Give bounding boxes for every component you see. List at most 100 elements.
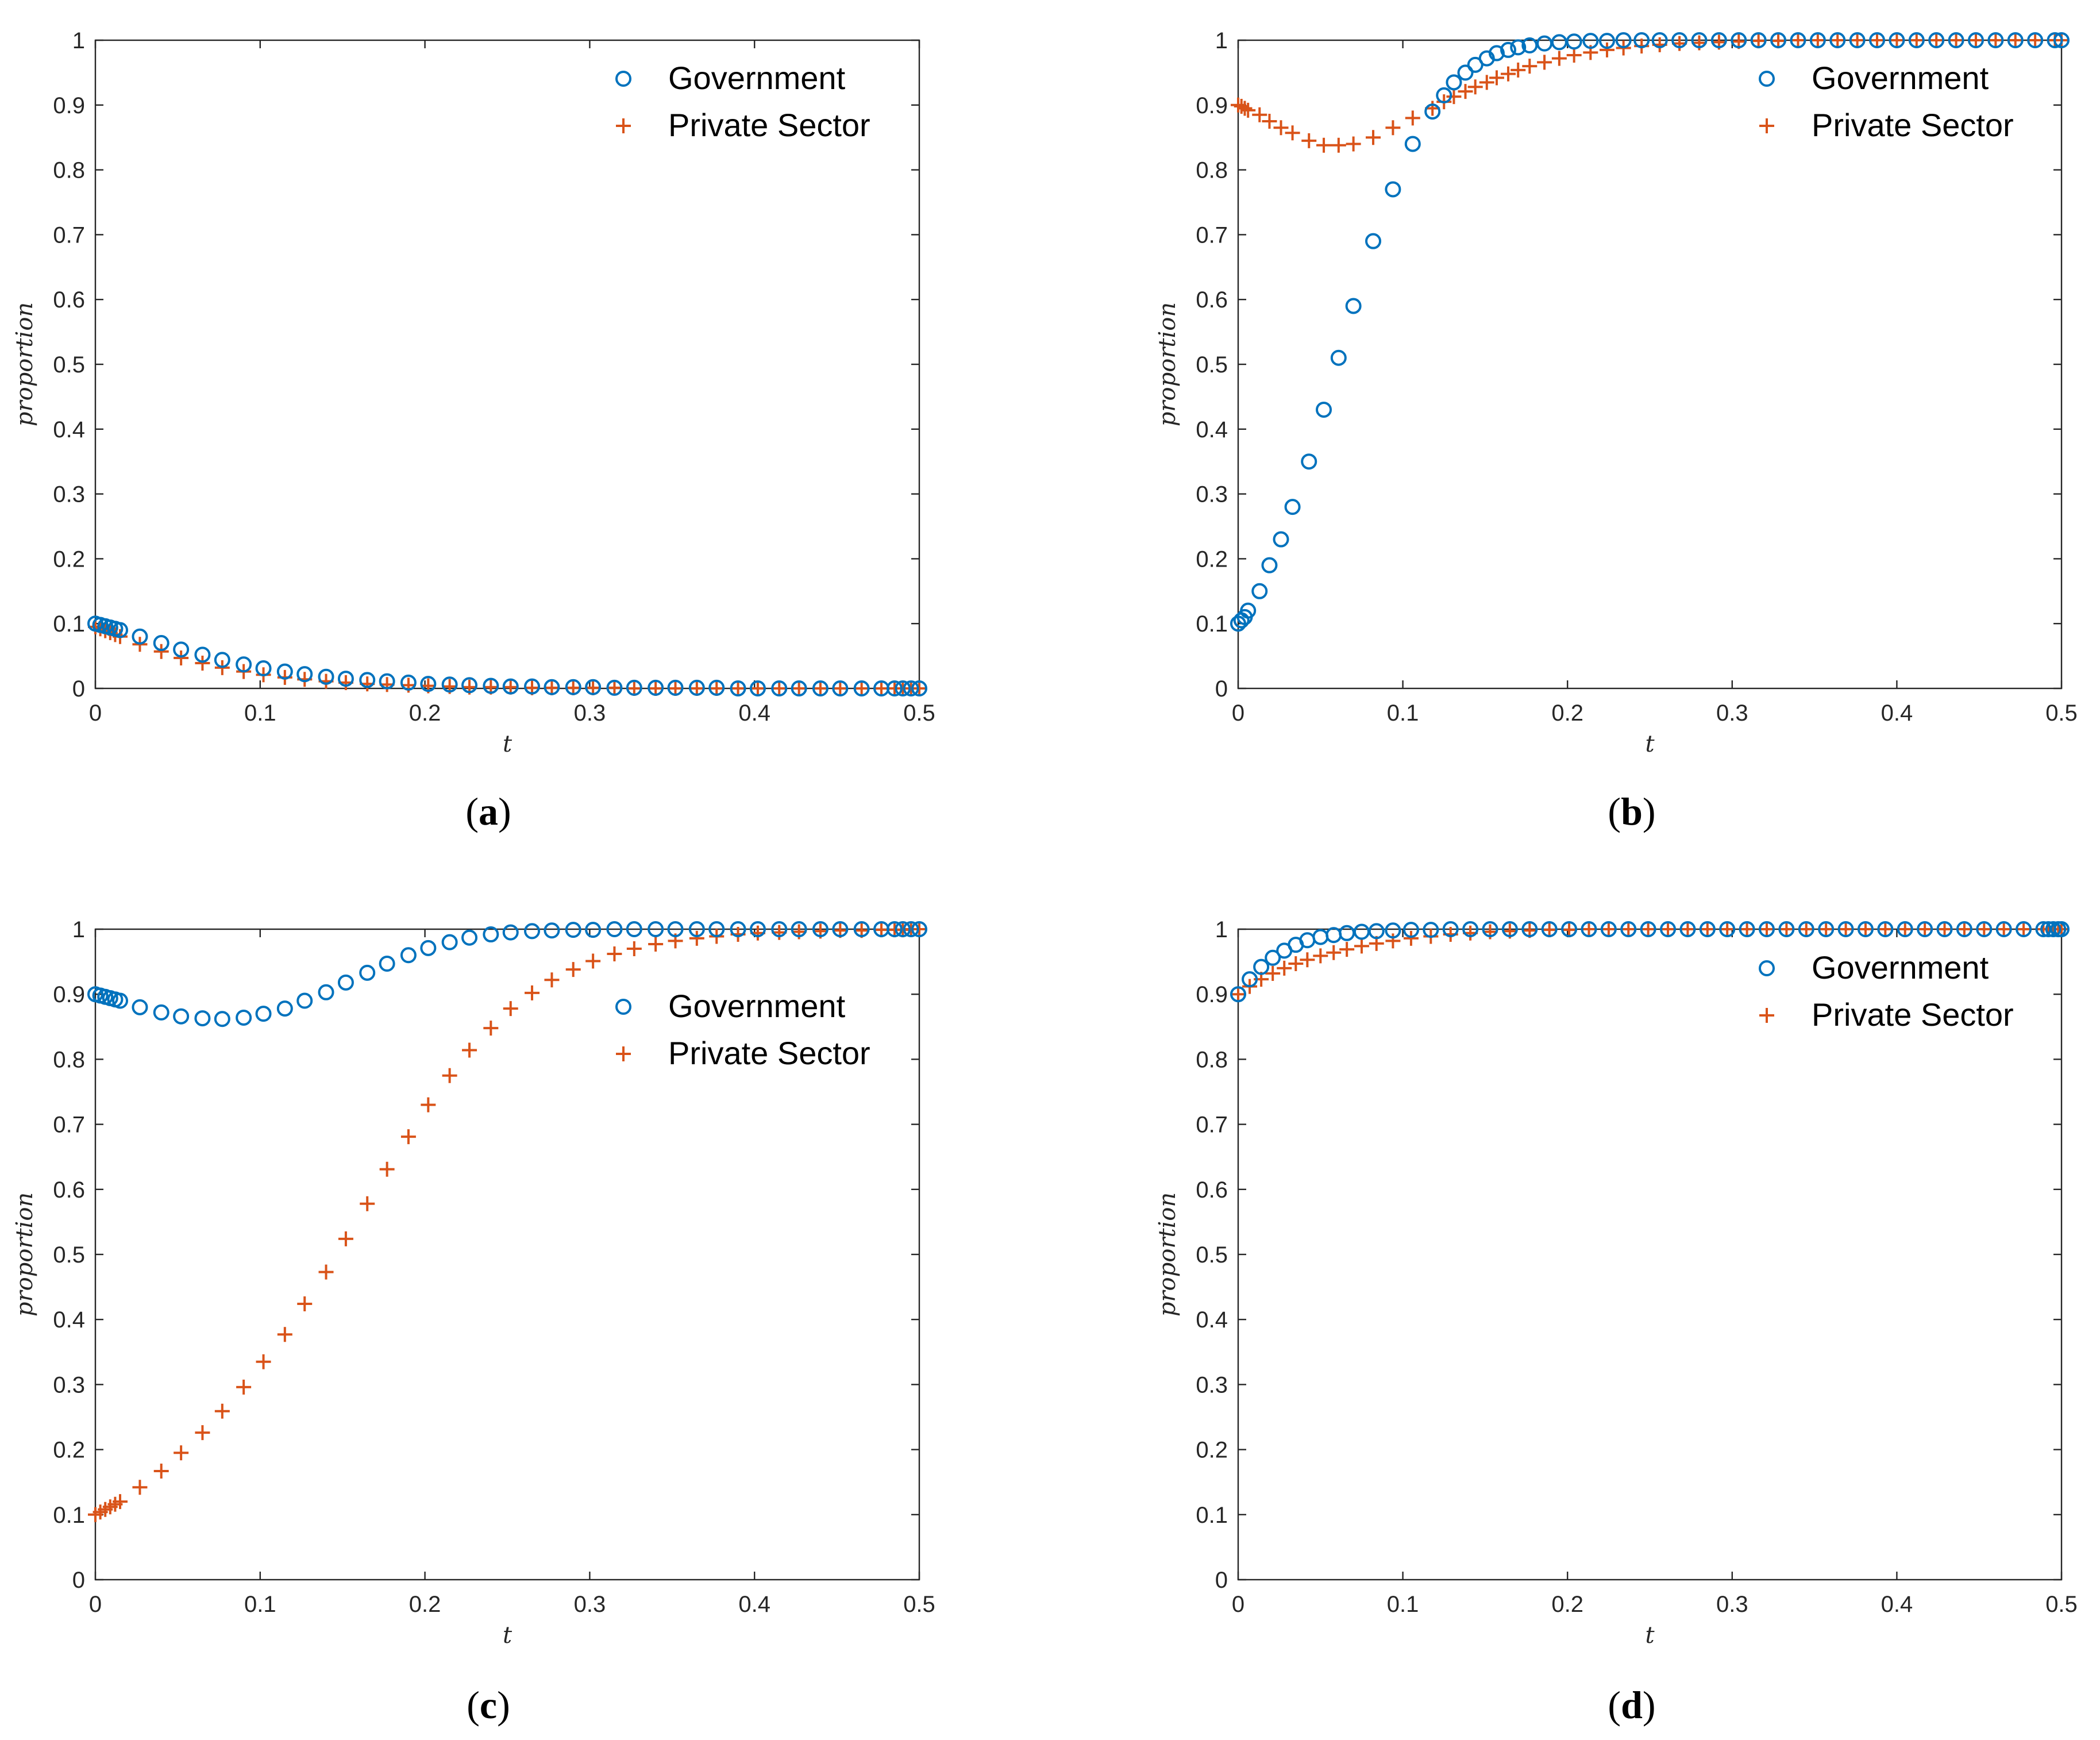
government-point [886,680,903,696]
chart-panel-b: 0 0.1 0.2 0.3 0.4 0.5 0.6 0.7 0.8 0.9 1 0 0.1 0.2 0.3 0… [1154,28,2078,757]
y-tick-label: 0 [72,1568,85,1593]
y-tick-label: 0.4 [53,417,85,442]
x-tick-label: 0.2 [1551,1592,1583,1617]
private-sector-point [1277,960,1292,976]
x-tick-label: 0.1 [1387,1592,1419,1617]
x-tick-label: 0.5 [903,700,935,726]
private-sector-point [585,953,601,969]
private-sector-point [689,930,704,946]
x-tick-label: 0.3 [1716,700,1748,726]
legend: Government Private Sector [615,60,870,143]
government-point [1541,921,1558,937]
government-point [1818,921,1835,937]
government-point [667,679,684,696]
government-point [1877,921,1894,937]
private-sector-point [1798,922,1814,937]
government-point [1758,921,1775,937]
private-sector-point [1326,945,1342,960]
private-sector-point [1252,107,1267,122]
government-point [1948,32,1964,48]
government-point [1849,32,1866,48]
government-point [524,678,541,695]
government-point [296,992,313,1009]
government-point [585,922,602,938]
y-tick-label: 0.9 [53,982,85,1007]
government-point [832,921,849,937]
government-point [1809,32,1826,48]
private-sector-series [88,922,927,1522]
government-point [2047,32,2063,48]
private-sector-point [912,922,927,937]
private-sector-point [1231,97,1246,113]
private-sector-point [1988,33,2003,48]
government-point [1790,32,1806,48]
private-sector-point [1288,956,1304,971]
private-sector-point [1948,33,1964,48]
y-tick-label: 0.2 [53,1438,85,1463]
government-point [1536,35,1553,52]
government-point [1566,33,1582,50]
private-sector-point [668,681,683,696]
private-sector-point [1917,922,1933,937]
government-point [606,921,623,937]
private-sector-point [1929,33,1944,48]
private-sector-point [2028,33,2043,48]
panel-label-close-paren: ) [498,790,511,833]
private-sector-point [626,941,642,956]
private-sector-point [1601,922,1616,937]
private-sector-point [1346,136,1361,152]
government-point [1770,32,1787,48]
government-point [132,628,148,645]
government-point [1500,41,1517,58]
private-sector-point [462,1042,477,1058]
private-sector-point [1339,942,1355,957]
private-sector-point [1316,137,1332,153]
private-sector-point [503,1001,518,1017]
legend-entry-label: Government [668,988,846,1024]
private-sector-point [1479,75,1494,90]
government-point [483,677,499,694]
private-sector-point [1240,102,1256,118]
private-sector-point [1566,47,1582,63]
y-tick-label: 1 [1215,28,1228,53]
government-point [853,680,870,696]
government-point [1482,921,1498,937]
private-sector-point [1779,922,1794,937]
government-point [1987,32,2004,48]
government-point [1600,921,1617,937]
private-sector-point [1680,922,1696,937]
government-point [1301,453,1317,470]
legend-entry-label: Private Sector [668,1035,870,1071]
y-tick-label: 0.7 [53,1112,85,1138]
government-point [1365,233,1382,249]
private-sector-point [1562,922,1577,938]
government-point [502,924,519,941]
private-sector-point [791,681,807,696]
legend-entry-label: Private Sector [1812,996,2014,1033]
x-tick-label: 0 [89,1592,102,1617]
government-point [1353,923,1370,940]
private-sector-point [874,681,889,696]
government-point [771,921,788,937]
government-point [1956,921,1972,937]
x-tick-label: 0.1 [244,700,276,726]
government-point [359,964,376,981]
government-point [1620,921,1637,937]
government-series [1230,921,2070,1003]
government-point [648,679,664,696]
private-sector-point [1810,33,1825,48]
government-point [1312,929,1329,945]
private-sector-point [1403,930,1419,946]
government-point [1230,986,1246,1003]
government-point [1521,37,1538,54]
private-sector-point [565,680,581,695]
private-sector-point [1878,922,1893,937]
government-point [255,660,272,677]
government-point [1265,949,1281,966]
y-tick-label: 0.3 [53,1372,85,1398]
panel-label-open-paren: ( [1608,1683,1621,1727]
y-tick-label: 0.1 [53,1503,85,1528]
x-tick-label: 0 [89,700,102,726]
private-sector-point [1237,101,1253,116]
